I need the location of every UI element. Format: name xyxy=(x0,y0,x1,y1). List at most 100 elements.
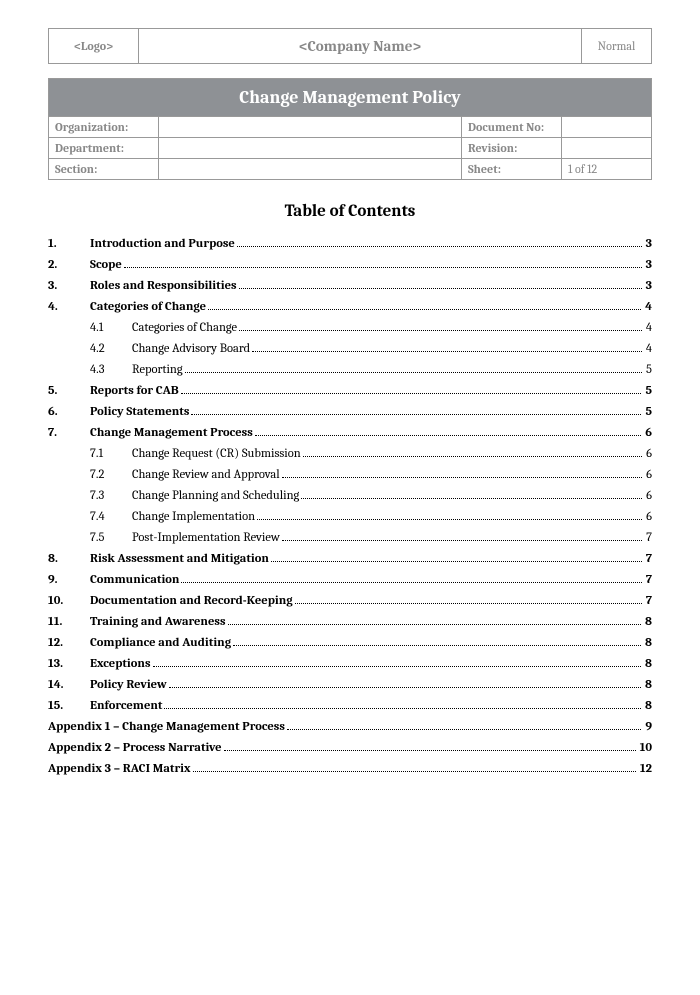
toc-number: 9. xyxy=(48,573,90,587)
toc-entry-text: Roles and Responsibilities xyxy=(90,279,237,293)
dept-label: Department: xyxy=(49,138,159,159)
toc-entry-text: Change Planning and Scheduling xyxy=(132,489,299,503)
status-cell: Normal xyxy=(582,29,652,64)
toc-number: 5. xyxy=(48,384,90,398)
toc-page-number: 3 xyxy=(644,258,652,272)
toc-leader xyxy=(181,582,641,583)
toc-page-number: 8 xyxy=(643,699,652,713)
toc-sub-number: 7.4 xyxy=(90,510,132,524)
toc-leader xyxy=(181,393,642,394)
toc-leader xyxy=(282,540,642,541)
toc-entry-text: Policy Statements xyxy=(90,405,189,419)
toc-entry-text: Documentation and Record-Keeping xyxy=(90,594,293,608)
toc-entry-text: Training and Awareness xyxy=(90,615,226,629)
metadata-table: Organization: Document No: Department: R… xyxy=(48,116,652,180)
toc-page-number: 12 xyxy=(638,762,652,776)
toc-page-number: 10 xyxy=(638,741,652,755)
toc-page-number: 4 xyxy=(643,300,652,314)
toc-page-number: 4 xyxy=(644,321,652,335)
toc-number: 13. xyxy=(48,657,90,671)
toc-leader xyxy=(228,624,642,625)
toc-page-number: 6 xyxy=(644,489,652,503)
company-name-cell: <Company Name> xyxy=(139,29,582,64)
toc-sub-number: 7.2 xyxy=(90,468,132,482)
toc-sub-number: 7.5 xyxy=(90,531,132,545)
toc-page-number: 5 xyxy=(644,363,652,377)
toc-appendix-text: Appendix 2 – Process Narrative xyxy=(48,741,222,755)
toc-entry-text: Reporting xyxy=(132,363,183,377)
toc-entry-text: Categories of Change xyxy=(132,321,237,335)
toc-number: 7. xyxy=(48,426,90,440)
toc-heading: Table of Contents xyxy=(48,202,652,221)
section-label: Section: xyxy=(49,159,159,180)
toc-leader xyxy=(208,309,641,310)
toc-page-number: 6 xyxy=(644,447,652,461)
toc-page-number: 9 xyxy=(643,720,652,734)
toc-leader xyxy=(239,330,642,331)
sheet-value: 1 of 12 xyxy=(562,159,652,180)
toc-page-number: 6 xyxy=(644,510,652,524)
toc-leader xyxy=(252,351,642,352)
toc-entry-text: Reports for CAB xyxy=(90,384,179,398)
toc-number: 11. xyxy=(48,615,90,629)
toc-number: 6. xyxy=(48,405,90,419)
dept-value xyxy=(159,138,462,159)
toc-entry-text: Policy Review xyxy=(90,678,167,692)
toc-leader xyxy=(191,414,641,415)
toc-leader xyxy=(287,729,641,730)
toc-number: 14. xyxy=(48,678,90,692)
toc-sub-number: 4.3 xyxy=(90,363,132,377)
toc-page-number: 8 xyxy=(643,657,652,671)
rev-label: Revision: xyxy=(462,138,562,159)
org-label: Organization: xyxy=(49,117,159,138)
toc-leader xyxy=(224,750,636,751)
toc-leader xyxy=(303,456,642,457)
toc-number: 2. xyxy=(48,258,90,272)
logo-cell: <Logo> xyxy=(49,29,139,64)
toc-entry-text: Post-Implementation Review xyxy=(132,531,280,545)
toc-number: 1. xyxy=(48,237,90,251)
toc-page-number: 8 xyxy=(643,615,652,629)
toc-entry-text: Change Advisory Board xyxy=(132,342,250,356)
toc-page-number: 6 xyxy=(644,468,652,482)
document-title: Change Management Policy xyxy=(48,78,652,116)
toc-entry-text: Enforcement xyxy=(90,699,162,713)
toc-entry-text: Risk Assessment and Mitigation xyxy=(90,552,269,566)
toc-page-number: 3 xyxy=(644,237,652,251)
toc-leader xyxy=(301,498,642,499)
toc-entry-text: Communication xyxy=(90,573,179,587)
toc-leader xyxy=(193,771,636,772)
toc-entry-text: Change Request (CR) Submission xyxy=(132,447,301,461)
toc-leader xyxy=(153,666,642,667)
docno-label: Document No: xyxy=(462,117,562,138)
toc-appendix-text: Appendix 3 – RACI Matrix xyxy=(48,762,191,776)
toc-entry-text: Exceptions xyxy=(90,657,151,671)
table-of-contents: 1.Introduction and Purpose 32.Scope 33.R… xyxy=(48,237,652,776)
toc-leader xyxy=(164,708,641,709)
toc-sub-number: 7.1 xyxy=(90,447,132,461)
toc-leader xyxy=(233,645,641,646)
toc-entry-text: Compliance and Auditing xyxy=(90,636,231,650)
toc-page-number: 4 xyxy=(644,342,652,356)
rev-value xyxy=(562,138,652,159)
toc-page-number: 7 xyxy=(644,573,652,587)
toc-leader xyxy=(124,267,642,268)
toc-leader xyxy=(282,477,643,478)
toc-leader xyxy=(169,687,641,688)
sheet-label: Sheet: xyxy=(462,159,562,180)
toc-leader xyxy=(271,561,642,562)
toc-leader xyxy=(255,435,642,436)
toc-number: 15. xyxy=(48,699,90,713)
toc-page-number: 7 xyxy=(644,594,652,608)
toc-number: 4. xyxy=(48,300,90,314)
toc-entry-text: Change Review and Approval xyxy=(132,468,280,482)
toc-entry-text: Categories of Change xyxy=(90,300,206,314)
toc-leader xyxy=(257,519,642,520)
toc-appendix-text: Appendix 1 – Change Management Process xyxy=(48,720,285,734)
toc-leader xyxy=(295,603,642,604)
toc-number: 12. xyxy=(48,636,90,650)
toc-page-number: 5 xyxy=(643,405,652,419)
toc-leader xyxy=(239,288,642,289)
toc-entry-text: Change Implementation xyxy=(132,510,255,524)
toc-page-number: 5 xyxy=(643,384,652,398)
